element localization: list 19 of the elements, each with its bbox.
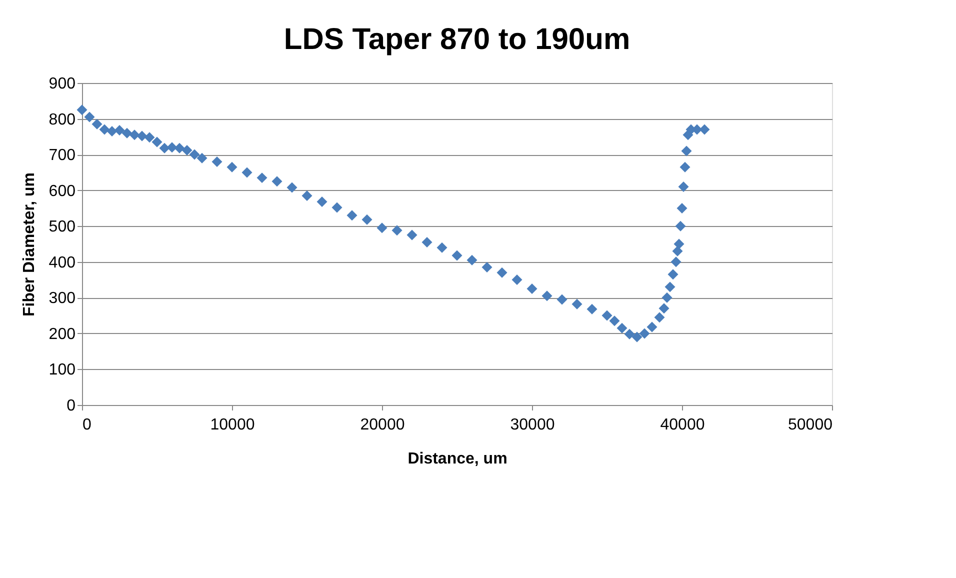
x-tick-label: 50000 [788, 416, 833, 434]
x-tick-label: 10000 [210, 416, 255, 434]
y-tick-label: 200 [48, 326, 76, 343]
y-tick-label: 700 [48, 147, 76, 164]
y-tick-label: 900 [48, 76, 76, 92]
x-tick-label: 20000 [360, 416, 405, 434]
y-tick-label: 600 [48, 182, 76, 200]
x-tick-label: 30000 [510, 416, 555, 434]
y-tick-label: 800 [48, 111, 76, 128]
y-tick-label: 300 [48, 290, 76, 308]
y-tick-label: 100 [48, 362, 76, 379]
x-tick-label: 40000 [660, 416, 705, 434]
x-tick-label: 0 [82, 416, 92, 434]
x-axis-title: Distance, um [408, 450, 508, 468]
y-tick-label: 500 [48, 218, 76, 236]
y-axis-title: Fiber Diameter, um [20, 172, 38, 317]
y-tick-label: 400 [48, 254, 76, 272]
chart-title: LDS Taper 870 to 190um [284, 23, 630, 56]
y-tick-label: 0 [66, 398, 76, 414]
